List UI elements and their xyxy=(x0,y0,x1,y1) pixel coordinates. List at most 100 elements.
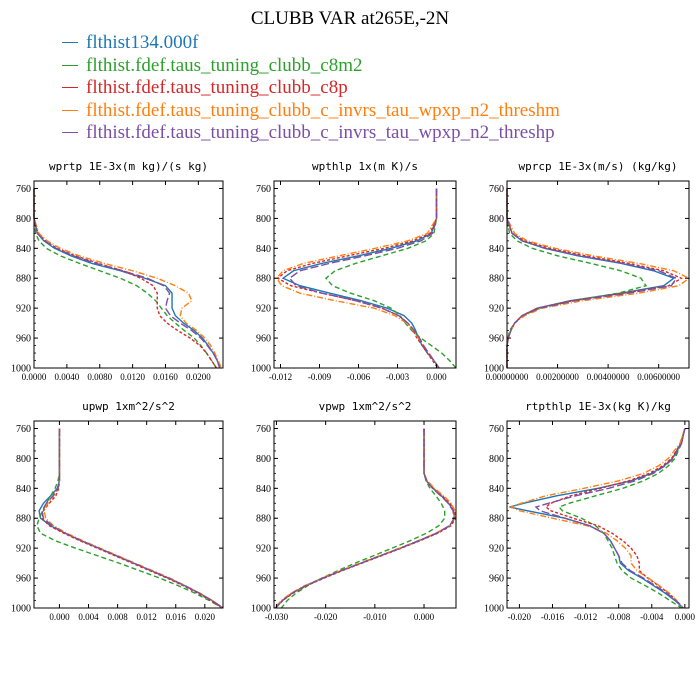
x-tick-label: 0.004 xyxy=(78,612,99,622)
y-tick-label: 880 xyxy=(16,514,31,525)
x-tick-label: -0.020 xyxy=(314,612,338,622)
y-tick-label: 880 xyxy=(489,514,504,525)
x-tick-label: 0.020 xyxy=(195,612,216,622)
x-tick-label: -0.006 xyxy=(347,372,371,382)
panel-5: rtpthlp 1E-3x(kg K)/kg 760 800 840 880 920 960… xyxy=(484,400,695,622)
legend-item-0: flthist134.000f xyxy=(62,32,560,55)
y-tick-label: 1000 xyxy=(251,604,271,615)
y-tick-label: 800 xyxy=(256,454,271,465)
y-tick-label: 880 xyxy=(256,514,271,525)
y-tick-label: 960 xyxy=(16,574,31,585)
series-line-3 xyxy=(275,188,440,369)
x-tick-label: 0.012 xyxy=(137,612,157,622)
legend-label-3: flthist.fdef.taus_tuning_clubb_c_invrs_t… xyxy=(86,99,560,121)
series-line-2 xyxy=(274,428,457,609)
series-line-4 xyxy=(534,428,686,609)
x-tick-label: 0.0080 xyxy=(87,372,112,382)
legend-swatch-4 xyxy=(62,132,78,134)
x-tick-label: 0.000 xyxy=(426,372,447,382)
legend-label-0: flthist134.000f xyxy=(86,32,199,53)
y-tick-label: 760 xyxy=(256,424,271,435)
y-tick-label: 960 xyxy=(489,574,504,585)
series-line-2 xyxy=(544,428,686,609)
y-tick-label: 800 xyxy=(16,214,31,225)
series-line-1 xyxy=(280,428,446,609)
y-tick-label: 800 xyxy=(16,454,31,465)
x-tick-label: 0.000 xyxy=(414,612,435,622)
x-tick-label: -0.012 xyxy=(269,372,292,382)
plot-frame xyxy=(273,180,457,369)
y-tick-label: 960 xyxy=(16,334,31,345)
plot-frame xyxy=(506,420,690,609)
y-tick-label: 920 xyxy=(489,304,504,315)
y-tick-label: 920 xyxy=(489,544,504,555)
x-tick-label: 0.00600000 xyxy=(637,372,680,382)
legend-item-4: flthist.fdef.taus_tuning_clubb_c_invrs_t… xyxy=(62,122,560,145)
x-tick-label: 0.008 xyxy=(107,612,128,622)
series-line-4 xyxy=(41,428,224,609)
legend-swatch-0 xyxy=(62,42,78,44)
x-tick-label: 0.0120 xyxy=(120,372,145,382)
y-tick-label: 760 xyxy=(489,184,504,195)
legend-label-1: flthist.fdef.taus_tuning_clubb_c8m2 xyxy=(86,54,363,76)
x-tick-label: 0.0000 xyxy=(22,372,47,382)
series-line-0 xyxy=(506,188,676,368)
series-line-0 xyxy=(281,188,440,369)
series-line-3 xyxy=(43,428,224,609)
x-tick-label: -0.003 xyxy=(386,372,410,382)
x-tick-label: -0.004 xyxy=(640,612,664,622)
legend-item-2: flthist.fdef.taus_tuning_clubb_c8p xyxy=(62,77,560,100)
y-tick-label: 800 xyxy=(256,214,271,225)
panel-title: rtpthlp 1E-3x(kg K)/kg xyxy=(525,400,671,413)
y-tick-label: 760 xyxy=(16,184,31,195)
y-tick-label: 840 xyxy=(489,244,504,255)
series-line-1 xyxy=(557,428,686,609)
panel-1: wpthlp 1x(m K)/s7608008408809209601000-0… xyxy=(251,160,457,382)
panel-title: wprtp 1E-3x(m kg)/(s kg) xyxy=(49,160,208,173)
legend-item-1: flthist.fdef.taus_tuning_clubb_c8m2 xyxy=(62,55,560,78)
x-tick-label: 0.000 xyxy=(49,612,70,622)
x-tick-label: -0.016 xyxy=(541,612,565,622)
y-tick-label: 920 xyxy=(16,544,31,555)
series-line-1 xyxy=(324,188,457,369)
panel-title: wprcp 1E-3x(m/s) (kg/kg) xyxy=(519,160,678,173)
x-tick-label: -0.010 xyxy=(363,612,387,622)
legend-label-4: flthist.fdef.taus_tuning_clubb_c_invrs_t… xyxy=(86,122,555,143)
y-tick-label: 880 xyxy=(256,274,271,285)
panel-4: vpwp 1xm^2/s^27608008408809209601000-0.0… xyxy=(251,400,457,622)
y-tick-label: 840 xyxy=(489,484,504,495)
x-tick-label: -0.009 xyxy=(308,372,332,382)
series-line-4 xyxy=(33,188,221,369)
series-line-3 xyxy=(506,188,691,368)
series-line-2 xyxy=(276,188,439,369)
series-line-0 xyxy=(38,428,224,609)
y-tick-label: 760 xyxy=(489,424,504,435)
x-tick-label: 0.000 xyxy=(675,612,696,622)
series-line-4 xyxy=(274,428,455,609)
series-line-0 xyxy=(509,428,686,609)
y-tick-label: 1000 xyxy=(11,604,31,615)
series-line-2 xyxy=(33,188,218,369)
y-tick-label: 1000 xyxy=(484,604,504,615)
legend: flthist134.000f flthist.fdef.taus_tuning… xyxy=(62,32,560,145)
plot-frame xyxy=(33,180,224,369)
plot-frame xyxy=(506,180,690,369)
x-tick-label: 0.00000000 xyxy=(486,372,529,382)
y-tick-label: 960 xyxy=(256,574,271,585)
chart-title: CLUBB VAR at265E,-2N xyxy=(250,8,450,29)
series-line-0 xyxy=(33,188,221,369)
panel-2: wprcp 1E-3x(m/s) (kg/kg) 760 800 840 880 920 9… xyxy=(484,160,691,382)
x-tick-label: 0.0040 xyxy=(54,372,79,382)
legend-swatch-1 xyxy=(62,64,78,66)
x-tick-label: 0.016 xyxy=(166,612,187,622)
y-tick-label: 1000 xyxy=(251,364,271,375)
y-tick-label: 880 xyxy=(489,274,504,285)
series-line-1 xyxy=(36,428,223,609)
y-tick-label: 920 xyxy=(256,304,271,315)
panel-title: vpwp 1xm^2/s^2 xyxy=(319,400,412,413)
y-tick-label: 960 xyxy=(489,334,504,345)
x-tick-label: -0.030 xyxy=(265,612,289,622)
y-tick-label: 760 xyxy=(16,424,31,435)
y-tick-label: 1000 xyxy=(11,364,31,375)
